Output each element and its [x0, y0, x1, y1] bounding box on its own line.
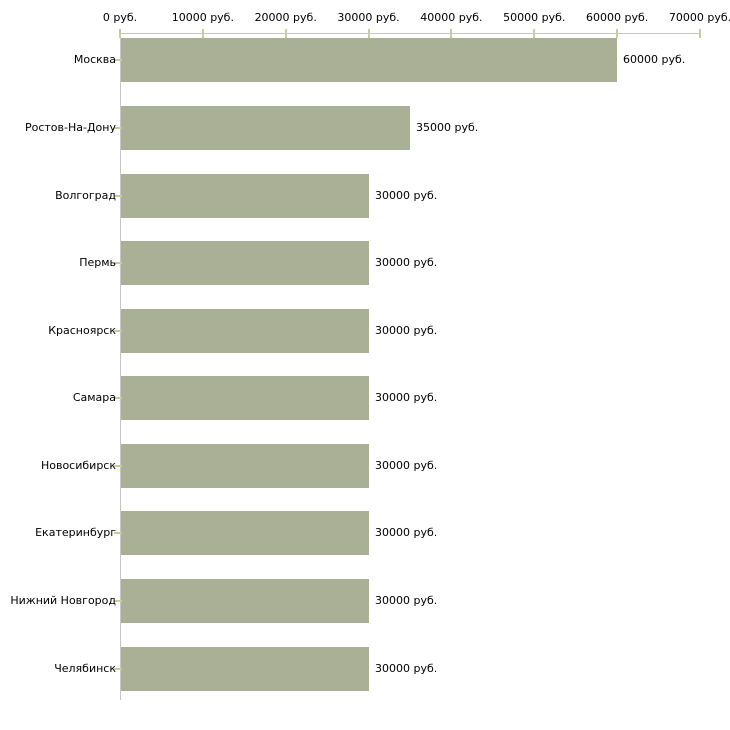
- value-label: 30000 руб.: [375, 391, 438, 404]
- category-label: Москва: [73, 53, 116, 66]
- category-label: Самара: [72, 391, 116, 404]
- x-tick-mark: [616, 29, 619, 38]
- category-label: Красноярск: [48, 324, 116, 337]
- x-tick-mark: [699, 29, 701, 38]
- y-axis-line: [120, 33, 121, 700]
- y-tick-mark: [114, 59, 122, 61]
- x-tick-mark: [533, 29, 536, 38]
- category-label: Волгоград: [55, 189, 116, 202]
- x-tick-mark: [201, 29, 204, 38]
- y-tick-mark: [114, 465, 122, 467]
- bar: [121, 106, 410, 150]
- x-tick-label: 0 руб.: [102, 11, 138, 24]
- x-tick-label: 60000 руб.: [586, 11, 649, 24]
- value-label: 30000 руб.: [375, 459, 438, 472]
- value-label: 30000 руб.: [375, 526, 438, 539]
- bar: [121, 647, 369, 691]
- bar: [121, 444, 369, 488]
- value-label: 30000 руб.: [375, 594, 438, 607]
- bar: [121, 241, 369, 285]
- x-tick-label: 50000 руб.: [503, 11, 566, 24]
- y-tick-mark: [114, 600, 122, 602]
- value-label: 30000 руб.: [375, 662, 438, 675]
- x-tick-mark: [367, 29, 370, 38]
- y-tick-mark: [114, 397, 122, 399]
- value-label: 60000 руб.: [623, 53, 686, 66]
- y-tick-mark: [114, 668, 122, 670]
- category-label: Екатеринбург: [35, 526, 116, 539]
- y-tick-mark: [114, 195, 122, 197]
- x-tick-mark: [450, 29, 453, 38]
- y-tick-mark: [114, 532, 122, 534]
- value-label: 30000 руб.: [375, 324, 438, 337]
- y-tick-mark: [114, 127, 122, 129]
- x-tick-mark: [119, 29, 121, 38]
- category-label: Ростов-На-Дону: [24, 121, 116, 134]
- bar: [121, 511, 369, 555]
- value-label: 35000 руб.: [416, 121, 479, 134]
- bar: [121, 579, 369, 623]
- category-label: Нижний Новгород: [10, 594, 116, 607]
- value-label: 30000 руб.: [375, 189, 438, 202]
- value-label: 30000 руб.: [375, 256, 438, 269]
- bar: [121, 38, 617, 82]
- y-tick-mark: [114, 330, 122, 332]
- y-tick-mark: [114, 262, 122, 264]
- bar: [121, 309, 369, 353]
- x-tick-mark: [284, 29, 287, 38]
- bar: [121, 174, 369, 218]
- x-axis-line: [120, 33, 701, 34]
- x-tick-label: 20000 руб.: [254, 11, 317, 24]
- category-label: Новосибирск: [40, 459, 116, 472]
- x-tick-label: 30000 руб.: [337, 11, 400, 24]
- category-label: Челябинск: [54, 662, 116, 675]
- x-tick-label: 10000 руб.: [171, 11, 234, 24]
- x-tick-label: 70000 руб.: [668, 11, 730, 24]
- x-tick-label: 40000 руб.: [420, 11, 483, 24]
- bar: [121, 376, 369, 420]
- category-label: Пермь: [79, 256, 116, 269]
